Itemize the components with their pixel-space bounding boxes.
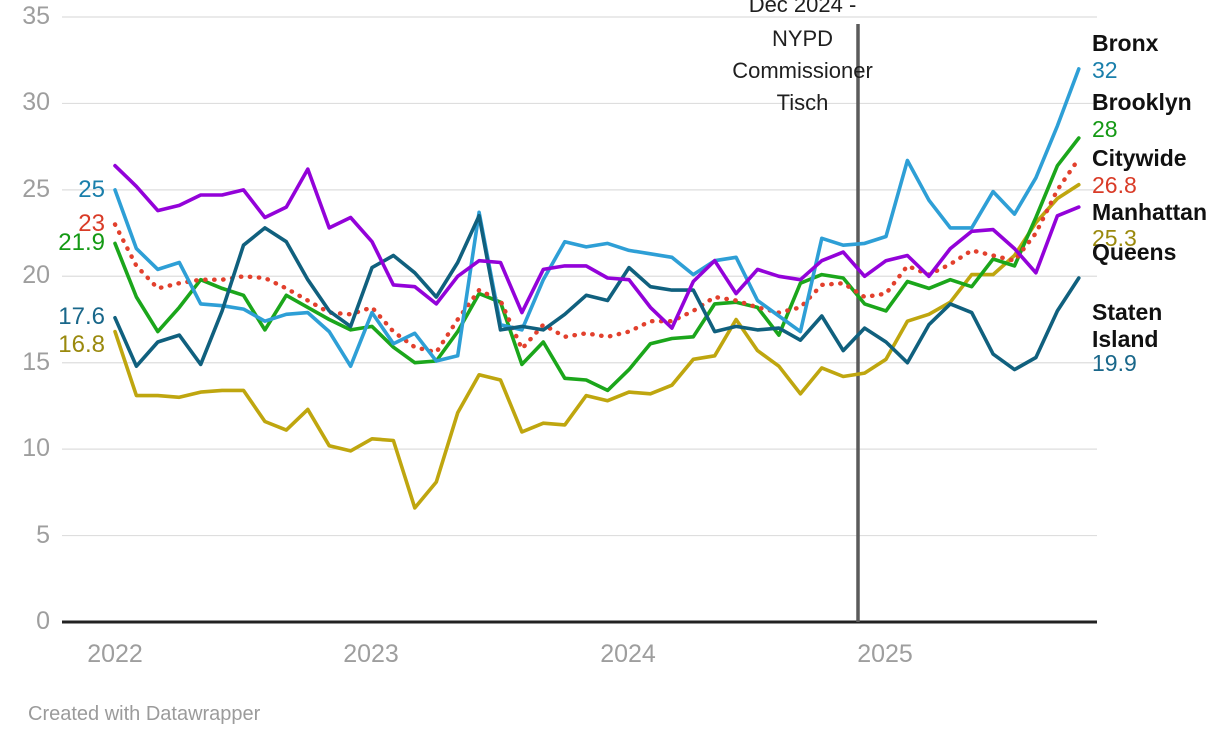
y-axis-tick-label: 30 bbox=[22, 88, 50, 117]
annotation-text-line-2: NYPD bbox=[771, 26, 834, 51]
legend-value-citywide: 26.8 bbox=[1092, 172, 1137, 198]
y-axis-tick-label: 25 bbox=[22, 174, 50, 203]
x-axis-tick-2022: 2022 bbox=[87, 640, 143, 668]
x-axis-tick-2023: 2023 bbox=[343, 640, 399, 668]
y-axis-tick-label: 5 bbox=[36, 520, 50, 549]
y-axis-tick-label: 10 bbox=[22, 434, 50, 463]
annotation-text-line-3: Commissioner bbox=[732, 58, 873, 83]
x-axis-tick-2025: 2025 bbox=[857, 640, 913, 668]
start-value-staten-island: 17.6 bbox=[58, 303, 105, 330]
series-line-bronx bbox=[113, 67, 1081, 369]
legend-name-manhattan: Manhattan bbox=[1092, 199, 1207, 225]
series-line-queens bbox=[113, 182, 1081, 510]
legend-name-brooklyn: Brooklyn bbox=[1092, 89, 1192, 115]
legend-value-staten-island: 19.9 bbox=[1092, 350, 1137, 376]
series-line-staten-island bbox=[113, 214, 1081, 372]
y-axis-tick-label: 35 bbox=[22, 2, 50, 30]
x-axis-tick-2024: 2024 bbox=[600, 640, 656, 668]
legend-name-citywide: Citywide bbox=[1092, 145, 1187, 171]
start-value-brooklyn: 21.9 bbox=[58, 229, 105, 256]
datawrapper-credit: Created with Datawrapper bbox=[28, 703, 261, 725]
legend-name-queens: Queens bbox=[1092, 239, 1177, 265]
y-axis-tick-label: 15 bbox=[22, 347, 50, 376]
legend-name-bronx: Bronx bbox=[1092, 30, 1159, 56]
legend-name-staten-island: Staten Island bbox=[1092, 299, 1163, 352]
series-line-brooklyn bbox=[113, 136, 1081, 393]
start-value-citywide: 23 bbox=[78, 210, 105, 237]
start-value-bronx: 25 bbox=[78, 176, 105, 203]
annotation-text-line-4: Tisch bbox=[776, 90, 829, 115]
start-value-queens: 16.8 bbox=[58, 331, 105, 358]
legend-value-brooklyn: 28 bbox=[1092, 116, 1118, 142]
series-line-manhattan bbox=[113, 163, 1081, 330]
legend-value-queens: 25.3 bbox=[1092, 225, 1137, 251]
legend-value-bronx: 32 bbox=[1092, 57, 1118, 83]
annotation-text-line-1: Dec 2024 - bbox=[748, 0, 857, 17]
series-line-citywide bbox=[112, 156, 1082, 355]
y-axis-tick-label: 0 bbox=[36, 607, 50, 635]
y-axis-tick-label: 20 bbox=[22, 261, 50, 290]
